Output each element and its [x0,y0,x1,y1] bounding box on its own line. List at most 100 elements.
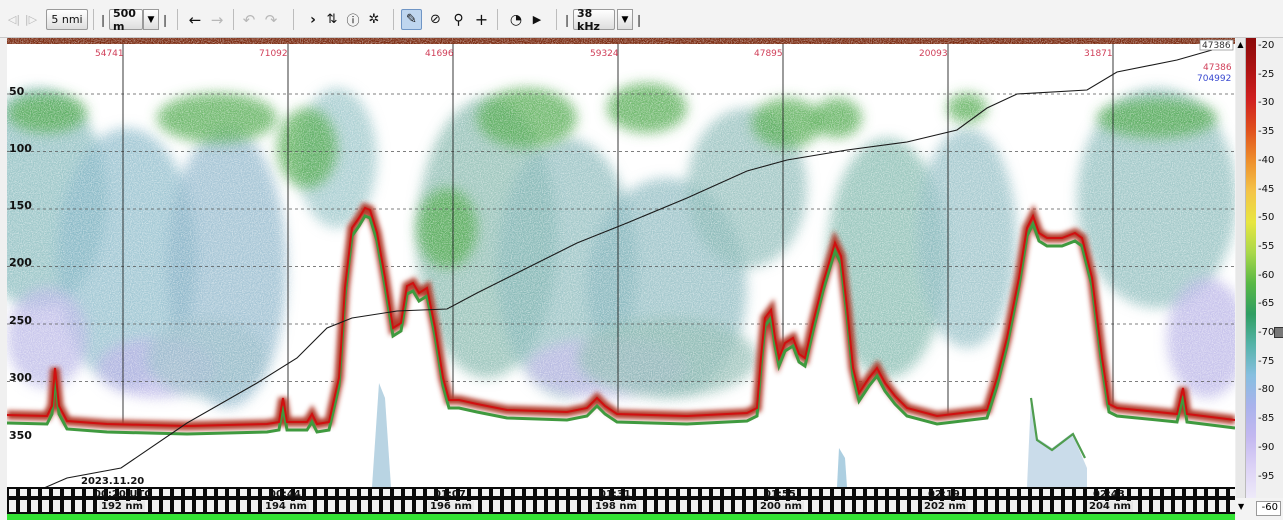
distance-tick [658,500,665,512]
caret-down-icon: ▼ [1238,502,1245,511]
distance-tick [31,500,38,512]
distance-tick [581,500,588,512]
depth-label: 300 [9,371,32,384]
distance-tick [1153,500,1160,512]
color-scale-bar [1246,38,1256,498]
zoom-tool-button[interactable]: ⚲ [448,9,469,30]
depth-value: 500 m [113,6,136,33]
step-back-button[interactable]: ◁| [6,9,22,30]
color-scale-label: -35 [1258,126,1275,138]
playback-speed-button[interactable]: ◔ [505,9,527,30]
next-button[interactable]: › [304,9,322,30]
time-label: 01:07 [434,489,466,498]
info-button[interactable]: ⓘ [344,9,362,30]
color-scale-label: -80 [1258,384,1275,396]
eraser-tool-button[interactable]: ⊘ [425,9,446,30]
scale-min-value[interactable]: -60 [1256,501,1281,516]
depth-dropdown-button[interactable]: ▼ [143,9,159,30]
distance-tick [1054,500,1061,512]
distance-tick [240,500,247,512]
scale-value-box[interactable]: ▼ -60 [1236,498,1283,520]
depth-decrease-button[interactable]: ❘ [98,9,108,30]
time-label: 02:43 [1093,489,1125,498]
separator [233,9,234,30]
gauge-icon: ◔ [509,11,523,28]
distance-tick [911,500,918,512]
color-scale-scrollbar[interactable]: ▲ [1236,38,1246,498]
distance-tick [207,500,214,512]
distance-tick [966,500,973,512]
distance-tick [977,500,984,512]
frequency-value: 38 kHz [577,6,600,33]
distance-tick [1032,500,1039,512]
time-label: 01:55 [764,489,796,498]
sync-button[interactable]: ⇅ [323,9,341,30]
depth-select[interactable]: 500 m [109,6,143,33]
distance-tick [1230,500,1237,512]
distance-tick [471,500,478,512]
distance-tick [647,500,654,512]
time-label: 00:44 [269,489,301,498]
distance-tick [735,500,742,512]
distance-tick [867,500,874,512]
play-icon: ▶ [532,13,542,26]
echogram-plot[interactable]: 50 100 150 200 250 300 350 400 54741 710… [7,38,1235,498]
settings-button[interactable]: ✲ [365,9,383,30]
distance-tick [339,500,346,512]
distance-tick [1164,500,1171,512]
distance-tick [20,500,27,512]
undo-button[interactable]: ↶ [240,9,258,30]
forward-button[interactable]: → [207,9,227,30]
frequency-dropdown-button[interactable]: ▼ [617,9,633,30]
distance-tick [823,500,830,512]
caret-down-icon: ▼ [147,14,155,25]
frequency-select[interactable]: 38 kHz [573,6,615,33]
distance-tick [350,500,357,512]
back-button[interactable]: ← [185,9,205,30]
play-button[interactable]: ▶ [529,9,545,30]
distance-tick [1219,500,1226,512]
distance-tick [1175,500,1182,512]
frequency-previous-button[interactable]: ❘ [562,9,572,30]
distance-green-bar [7,514,1235,520]
frequency-next-button[interactable]: ❘ [634,9,644,30]
distance-label: 204 nm [1087,501,1133,512]
redo-button[interactable]: ↷ [262,9,280,30]
distance-tick [218,500,225,512]
color-scale[interactable]: ▲ -20 -25 -30 -35 -40 -45 -50 -55 -60 -65 -70 -75 -8… [1236,38,1283,520]
ping-number-label: 20093 [919,49,948,59]
date-label: 2023.11.20 [81,476,144,487]
color-scale-label: -75 [1258,355,1275,367]
step-forward-button[interactable]: |▷ [23,9,39,30]
distance-label: 196 nm [428,501,474,512]
distance-tick [9,500,16,512]
distance-tick [229,500,236,512]
time-label: 01:31 [599,489,631,498]
color-scale-label: -90 [1258,441,1275,453]
range-button[interactable]: 5 nmi [46,9,88,30]
pen-tool-button[interactable]: ✎ [401,9,422,30]
distance-tick [570,500,577,512]
distance-tick [317,500,324,512]
distance-tick [328,500,335,512]
distance-tick [383,500,390,512]
depth-label: 250 [9,314,32,327]
distance-tick [482,500,489,512]
depth-increase-button[interactable]: ❘ [160,9,170,30]
distance-tick [537,500,544,512]
depth-label: 150 [9,199,32,212]
distance-tick [86,500,93,512]
cumulative-trace-line [20,49,1213,498]
magnifier-icon: ⚲ [453,11,464,28]
distance-label: 200 nm [758,501,804,512]
distance-tick [1197,500,1204,512]
depth-label: 50 [9,85,25,98]
distance-tick [856,500,863,512]
toolbar: ◁| |▷ 5 nmi ❘ 500 m ▼ ❘ ← → ↶ ↷ › ⇅ ⓘ ✲ … [0,0,1283,38]
scale-handle[interactable] [1274,327,1283,338]
distance-label: 192 nm [99,501,145,512]
color-scale-label: -25 [1258,68,1275,80]
distance-tick [1043,500,1050,512]
bottom-detection-line [7,206,1235,428]
crosshair-tool-button[interactable]: + [471,9,492,30]
